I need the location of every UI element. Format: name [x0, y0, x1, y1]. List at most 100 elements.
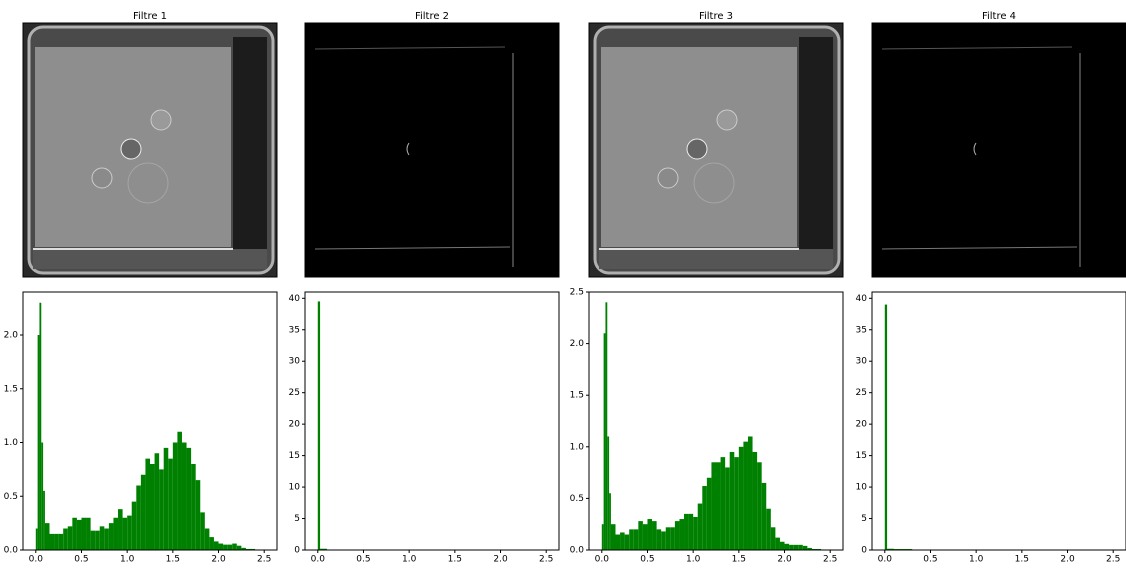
y-tick-label: 2.0 [4, 331, 19, 341]
bar [104, 529, 109, 551]
y-tick-label: 30 [289, 357, 301, 367]
bar [785, 544, 790, 550]
bar [657, 529, 662, 550]
y-tick-label: 35 [289, 325, 300, 335]
y-tick-label: 2.0 [570, 339, 585, 349]
y-tick-label: 20 [856, 420, 868, 430]
y-tick-label: 0 [294, 546, 300, 556]
panel-title: Filtre 4 [982, 11, 1016, 22]
x-tick-label: 2.0 [777, 555, 792, 565]
x-tick-label: 2.5 [257, 555, 271, 565]
x-tick-label: 0.0 [29, 555, 44, 565]
x-tick-label: 0.5 [74, 555, 88, 565]
bar [150, 464, 155, 550]
bar [118, 509, 123, 550]
bar [132, 502, 137, 550]
bar [670, 527, 675, 550]
x-tick-label: 1.5 [448, 555, 462, 565]
bar [625, 535, 630, 550]
bar [45, 523, 50, 550]
bar [675, 521, 680, 550]
bar [725, 467, 730, 550]
bar [182, 443, 187, 551]
bar [127, 516, 132, 550]
y-tick-label: 0.5 [4, 492, 18, 502]
bar [86, 518, 91, 550]
bar [232, 544, 237, 550]
bar [159, 469, 164, 550]
bar [607, 436, 609, 550]
bar [611, 524, 616, 550]
bar [43, 491, 45, 550]
y-tick-label: 1.5 [570, 391, 584, 401]
y-tick-label: 5 [861, 514, 867, 524]
bar [702, 486, 707, 550]
bar [77, 520, 82, 550]
x-tick-label: 1.5 [732, 555, 746, 565]
bar [666, 527, 671, 550]
bar [54, 534, 59, 550]
bar [155, 453, 160, 550]
y-tick-label: 15 [856, 451, 867, 461]
y-tick-label: 2.5 [570, 288, 584, 298]
bar [711, 462, 716, 550]
bar [780, 542, 785, 550]
bar [164, 448, 169, 550]
y-tick-label: 35 [856, 325, 867, 335]
y-tick-label: 0.0 [570, 546, 585, 556]
bar [609, 493, 611, 550]
bar [145, 459, 150, 550]
x-tick-label: 1.0 [402, 555, 417, 565]
y-tick-label: 10 [856, 483, 868, 493]
panel-title: Filtre 3 [699, 11, 733, 22]
x-tick-label: 1.0 [686, 555, 701, 565]
x-tick-label: 0.5 [356, 555, 370, 565]
x-tick-label: 0.0 [878, 555, 893, 565]
axes-frame [872, 292, 1126, 550]
bar [634, 529, 639, 550]
bar [638, 521, 643, 550]
x-tick-label: 0.5 [923, 555, 937, 565]
bar [885, 305, 887, 550]
bar [757, 462, 762, 550]
bar [684, 514, 689, 550]
y-tick-label: 40 [289, 294, 301, 304]
bar [605, 302, 607, 550]
x-tick-label: 2.5 [823, 555, 837, 565]
bar [615, 535, 620, 550]
bar [72, 518, 77, 550]
bar [187, 448, 192, 550]
image-panel [305, 23, 559, 277]
y-tick-label: 1.0 [4, 438, 19, 448]
x-tick-label: 2.5 [539, 555, 553, 565]
bar [95, 531, 100, 550]
panel-title: Filtre 2 [415, 11, 449, 22]
bar [191, 464, 196, 550]
image-panel [589, 23, 843, 277]
y-tick-label: 30 [856, 357, 868, 367]
bar [209, 537, 214, 550]
x-tick-label: 1.0 [969, 555, 984, 565]
bar [739, 447, 744, 550]
bar [734, 457, 739, 550]
bar [200, 512, 205, 550]
x-tick-label: 0.5 [640, 555, 654, 565]
x-tick-label: 0.0 [595, 555, 610, 565]
y-tick-label: 10 [289, 483, 301, 493]
bar [81, 518, 86, 550]
bar [620, 532, 625, 550]
bar [775, 538, 780, 550]
y-tick-label: 20 [289, 420, 301, 430]
bar [49, 534, 54, 550]
bar [36, 529, 38, 551]
x-tick-label: 2.0 [211, 555, 226, 565]
bar [679, 519, 684, 550]
bar [318, 301, 320, 550]
bar [39, 303, 41, 550]
bar [205, 529, 210, 551]
y-tick-label: 1.5 [4, 384, 18, 394]
y-tick-label: 40 [856, 294, 868, 304]
bar [109, 523, 114, 550]
bar [91, 531, 96, 550]
